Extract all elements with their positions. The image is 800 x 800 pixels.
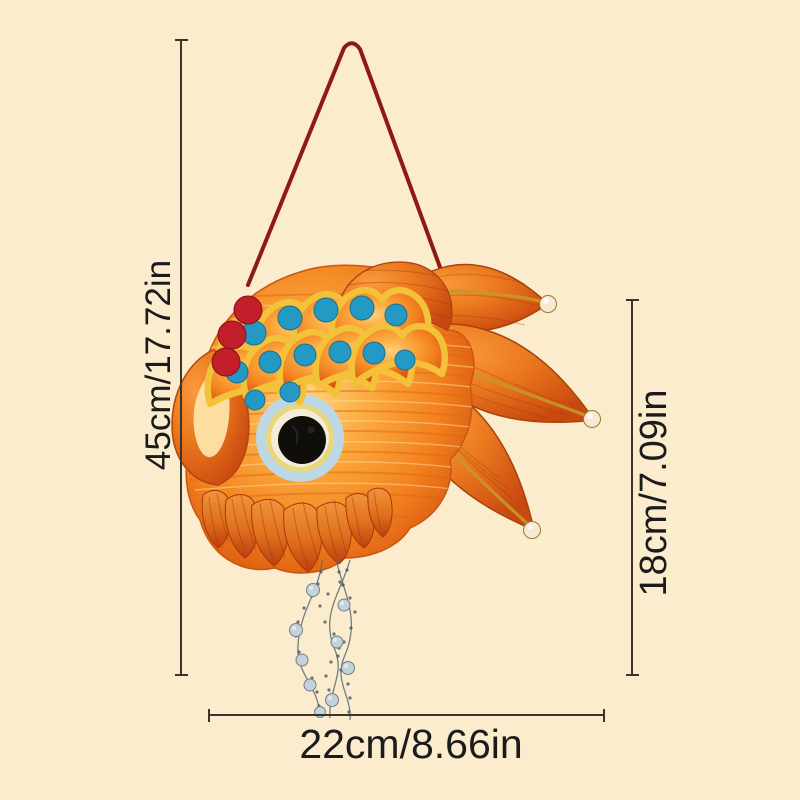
svg-text:45cm/17.72in: 45cm/17.72in bbox=[139, 260, 178, 470]
svg-text:18cm/7.09in: 18cm/7.09in bbox=[633, 389, 675, 596]
svg-text:22cm/8.66in: 22cm/8.66in bbox=[299, 721, 522, 767]
